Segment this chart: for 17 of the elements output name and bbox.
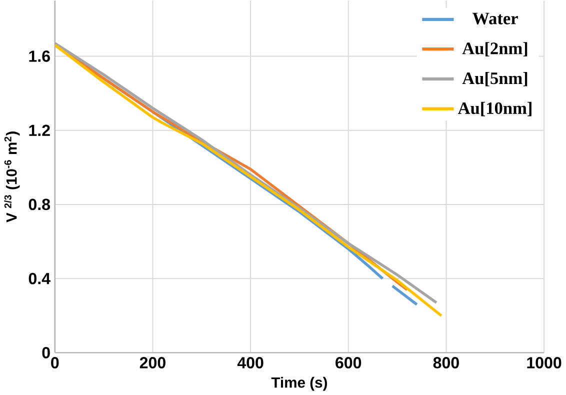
x-tick-label: 600 bbox=[336, 357, 362, 368]
x-axis-title: Time (s) bbox=[271, 376, 327, 391]
legend-label: Au[5nm] bbox=[462, 72, 528, 86]
x-tick-label: 800 bbox=[433, 357, 459, 368]
x-tick-label: 400 bbox=[237, 357, 264, 368]
x-tick-label: 200 bbox=[140, 357, 166, 368]
y-tick-label: 0.8 bbox=[28, 198, 50, 210]
legend-label: Au[10nm] bbox=[458, 102, 532, 116]
y-tick-label: 1.2 bbox=[29, 124, 50, 136]
x-tick-label: 0 bbox=[51, 357, 59, 368]
y-tick-label: 0.4 bbox=[28, 272, 50, 284]
legend-label: Au[2nm] bbox=[462, 42, 528, 56]
y-tick-label: 0 bbox=[42, 347, 50, 358]
legend-label: Water bbox=[472, 12, 518, 25]
y-tick-label: 1.6 bbox=[29, 50, 50, 62]
y-axis-title: V $^{2/3}$ (10$^{-6}$ m$^{2}$) bbox=[4, 132, 20, 222]
x-tick-label: 1000 bbox=[527, 357, 562, 368]
